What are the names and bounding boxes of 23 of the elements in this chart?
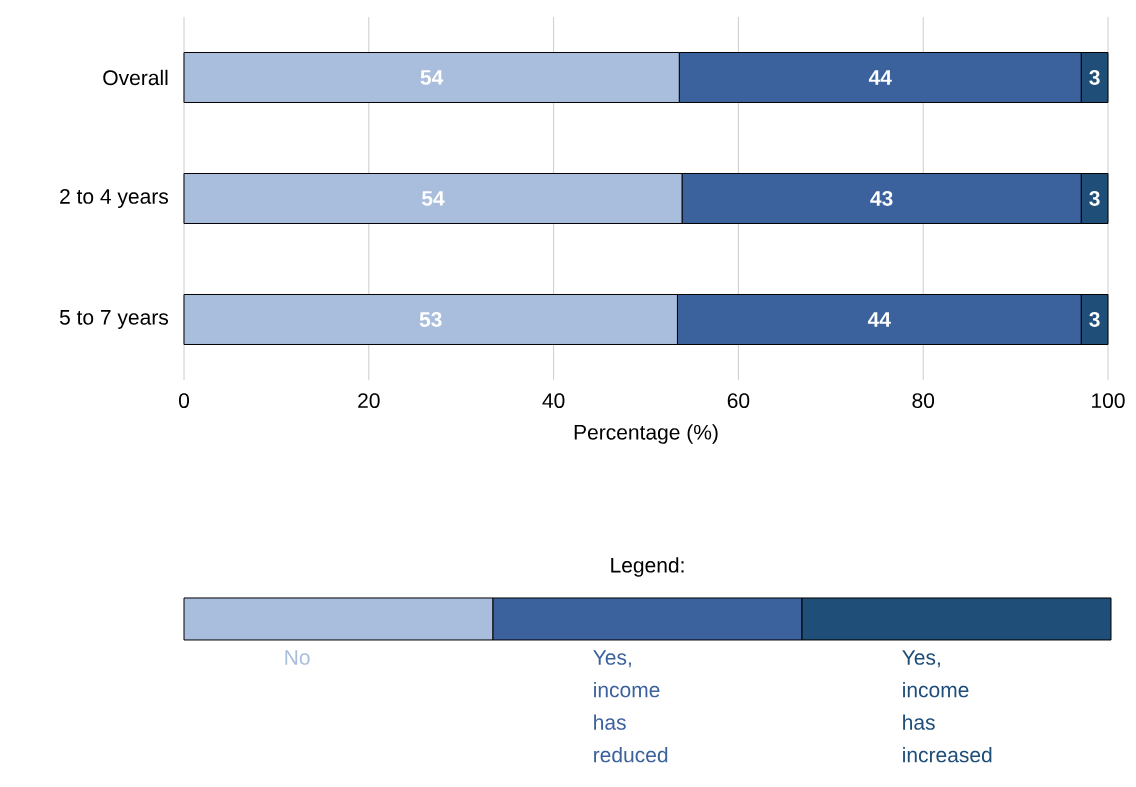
- x-tick-label: 60: [727, 393, 750, 409]
- y-tick-label: 5 to 7 years: [59, 310, 169, 329]
- x-tick-label: 40: [542, 393, 565, 409]
- data-label: 44: [868, 70, 892, 85]
- data-label: 3: [1089, 70, 1100, 85]
- data-label: 3: [1089, 191, 1100, 206]
- x-tick-label: 100: [1092, 393, 1125, 409]
- text: No: [285, 650, 310, 665]
- x-tick-label: 0: [178, 393, 190, 409]
- x-axis-title: Percentage (%): [574, 424, 718, 444]
- legend-title: Legend:: [611, 557, 684, 577]
- data-label: 43: [870, 191, 893, 206]
- data-label: 3: [1089, 312, 1100, 327]
- x-tick-label: 80: [912, 393, 935, 409]
- data-label: 44: [867, 312, 891, 327]
- x-tick-label: 20: [358, 393, 380, 409]
- data-label: 54: [421, 191, 445, 206]
- text: Yes, income has reduced: [593, 650, 668, 763]
- text: Yes, income has increased: [902, 650, 992, 763]
- y-tick-label: 2 to 4 years: [60, 188, 169, 209]
- y-tick-label: Overall: [103, 69, 168, 86]
- data-label: 54: [420, 70, 444, 85]
- data-label: 53: [419, 312, 442, 327]
